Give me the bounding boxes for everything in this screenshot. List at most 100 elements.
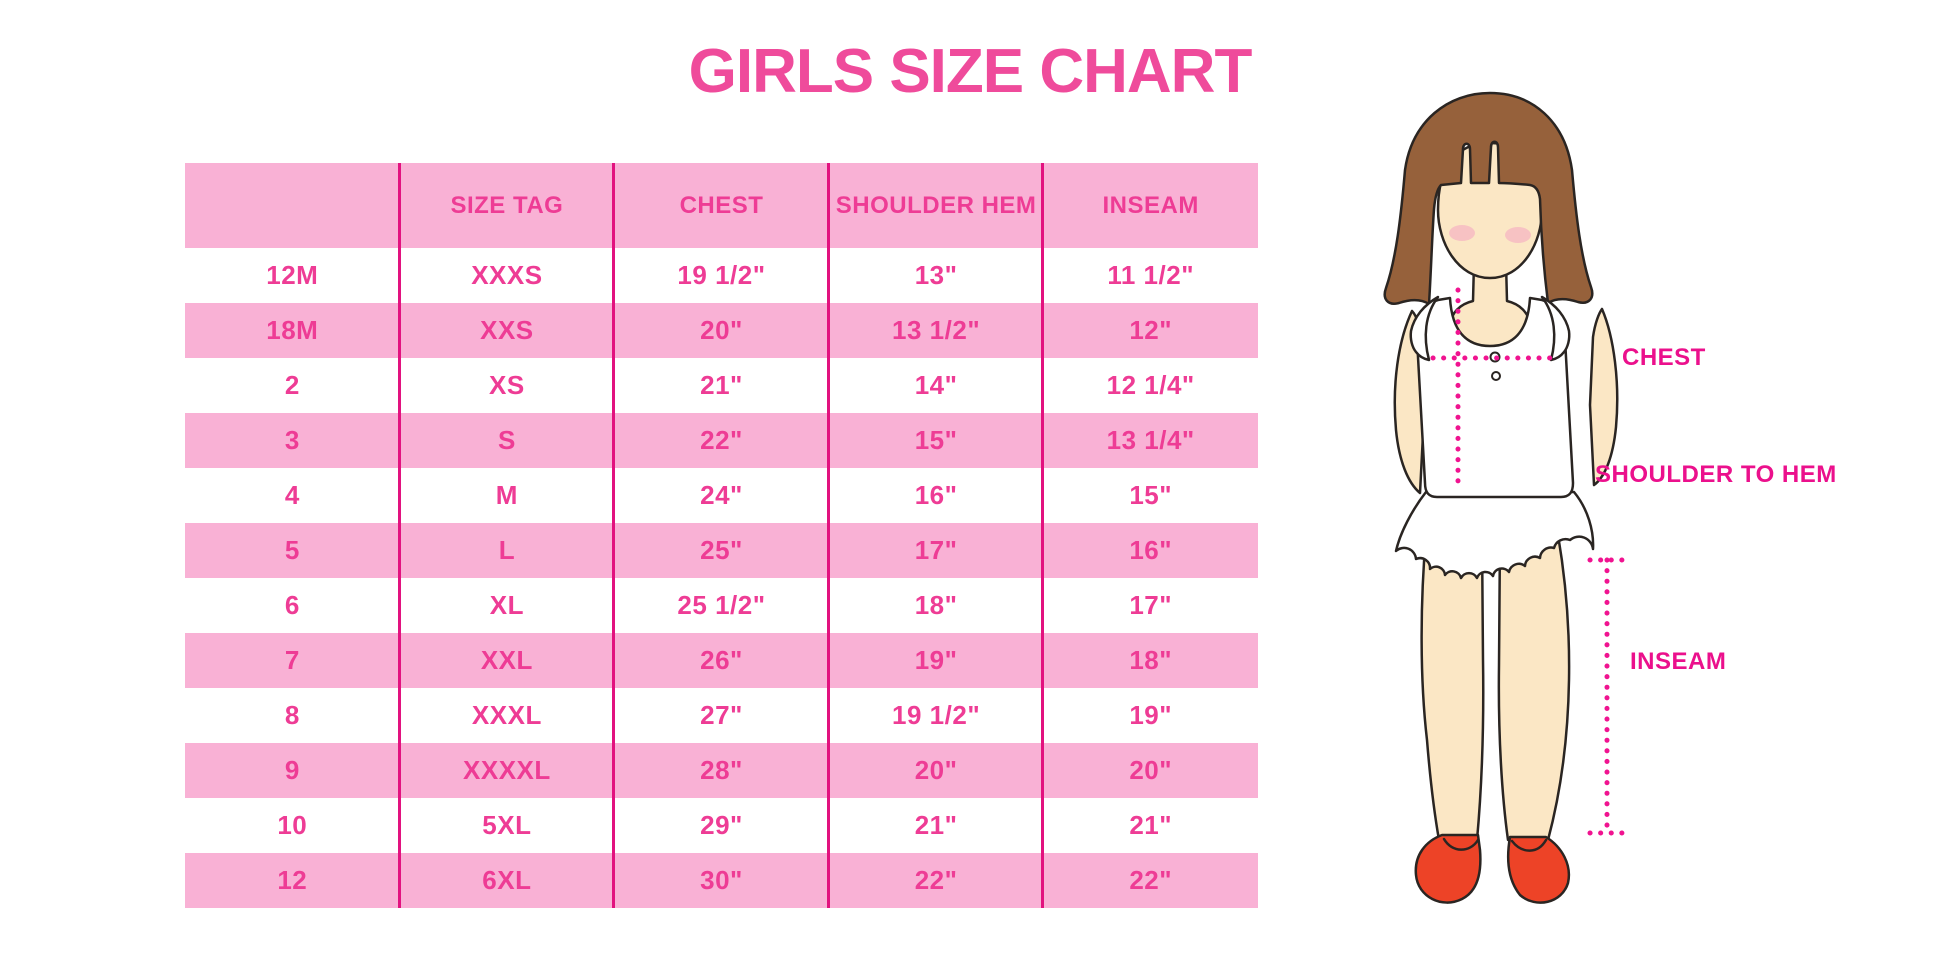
table-row: 7 XXL 26" 19" 18": [185, 633, 1258, 688]
cell-inseam: 15": [1129, 480, 1173, 510]
cell-inseam: 16": [1129, 535, 1173, 565]
table-row: 5 L 25" 17" 16": [185, 523, 1258, 578]
column-divider: [612, 163, 616, 908]
header-cell-inseam: INSEAM: [1102, 191, 1199, 219]
right-shoe-strap: [1510, 838, 1548, 852]
header-cell-blank: [185, 163, 400, 248]
left-shoe-strap: [1442, 837, 1480, 851]
cell-chest: 26": [700, 645, 743, 675]
left-shoe: [1414, 833, 1482, 904]
header-cell-chest: CHEST: [679, 191, 764, 219]
cell-chest: 20": [700, 315, 743, 345]
cell-size-tag: XXS: [480, 315, 534, 345]
cell-shoulder-hem: 19 1/2": [892, 700, 981, 730]
size-table: SIZE TAG CHEST SHOULDER HEM INSEAM 12M X…: [185, 163, 1258, 908]
cell-inseam: 17": [1129, 590, 1173, 620]
cell-shoulder-hem: 14": [914, 370, 958, 400]
cell-chest: 29": [700, 810, 743, 840]
cell-chest: 21": [700, 370, 743, 400]
left-shoulder-ruffle: [1409, 295, 1440, 362]
cell-size-tag: L: [498, 535, 516, 565]
cell-chest: 22": [700, 425, 743, 455]
table-row: 3 S 22" 15" 13 1/4": [185, 413, 1258, 468]
cell-chest: 28": [700, 755, 743, 785]
cell-size-tag: 5XL: [482, 810, 532, 840]
right-blush: [1505, 227, 1531, 243]
table-row: 9 XXXXL 28" 20" 20": [185, 743, 1258, 798]
cell-size: 5: [284, 535, 300, 565]
cell-inseam: 20": [1129, 755, 1173, 785]
table-row: 6 XL 25 1/2" 18" 17": [185, 578, 1258, 633]
column-divider: [826, 163, 830, 908]
right-shoe: [1506, 835, 1571, 904]
cell-inseam: 21": [1129, 810, 1173, 840]
left-leg: [1420, 533, 1485, 842]
cell-inseam: 11 1/2": [1107, 260, 1195, 290]
cell-size: 18M: [266, 315, 319, 345]
table-header-row: SIZE TAG CHEST SHOULDER HEM INSEAM: [185, 163, 1258, 248]
table-row: 8 XXXL 27" 19 1/2" 19": [185, 688, 1258, 743]
cell-size: 4: [284, 480, 300, 510]
table-row: 2 XS 21" 14" 12 1/4": [185, 358, 1258, 413]
right-shoulder-ruffle: [1540, 295, 1571, 362]
page-title: GIRLS SIZE CHART: [688, 37, 1253, 106]
cell-shoulder-hem: 21": [914, 810, 958, 840]
girl-illustration-svg: [1383, 91, 1627, 904]
cell-size-tag: XXXS: [471, 260, 543, 290]
cell-size-tag: M: [495, 480, 518, 510]
cell-shoulder-hem: 13": [914, 260, 958, 290]
table-row: 12 6XL 30" 22" 22": [185, 853, 1258, 908]
cell-shoulder-hem: 17": [914, 535, 958, 565]
cell-inseam: 13 1/4": [1106, 425, 1195, 455]
cell-shoulder-hem: 15": [914, 425, 958, 455]
right-leg: [1497, 533, 1571, 842]
column-divider: [1041, 163, 1045, 908]
cell-size: 7: [284, 645, 300, 675]
table-row: 18M XXS 20" 13 1/2" 12": [185, 303, 1258, 358]
cell-chest: 25": [700, 535, 743, 565]
cell-shoulder-hem: 22": [914, 865, 958, 895]
left-blush: [1449, 225, 1475, 241]
cell-chest: 27": [700, 700, 743, 730]
column-divider: [397, 163, 401, 908]
cell-inseam: 18": [1129, 645, 1173, 675]
table-row: 10 5XL 29" 21" 21": [185, 798, 1258, 853]
cell-chest: 19 1/2": [677, 260, 766, 290]
cell-size: 10: [277, 810, 308, 840]
cell-size-tag: 6XL: [482, 865, 532, 895]
cell-shoulder-hem: 18": [914, 590, 958, 620]
inseam-label: INSEAM: [1630, 648, 1727, 675]
cell-shoulder-hem: 16": [914, 480, 958, 510]
cell-size: 12M: [266, 260, 319, 290]
cell-inseam: 12": [1129, 315, 1173, 345]
skirt: [1394, 490, 1595, 580]
cell-chest: 24": [700, 480, 743, 510]
cell-shoulder-hem: 20": [914, 755, 958, 785]
cell-size: 8: [284, 700, 300, 730]
cell-shoulder-hem: 19": [914, 645, 958, 675]
cell-chest: 25 1/2": [677, 590, 766, 620]
cell-size: 6: [284, 590, 300, 620]
cell-size-tag: XS: [489, 370, 525, 400]
button-bottom: [1491, 371, 1501, 381]
cell-size: 12: [277, 865, 308, 895]
right-arm: [1588, 307, 1619, 487]
cell-size-tag: XXXXL: [463, 755, 551, 785]
cell-inseam: 19": [1129, 700, 1173, 730]
cell-size-tag: XL: [489, 590, 524, 620]
cell-size-tag: XXL: [480, 645, 533, 675]
cell-shoulder-hem: 13 1/2": [892, 315, 981, 345]
cell-size: 3: [284, 425, 300, 455]
cell-size: 9: [284, 755, 300, 785]
header-cell-size-tag: SIZE TAG: [450, 191, 564, 219]
shoulder-to-hem-label: SHOULDER TO HEM: [1595, 461, 1837, 488]
cell-size-tag: XXXL: [471, 700, 542, 730]
cell-chest: 30": [700, 865, 743, 895]
cell-inseam: 12 1/4": [1106, 370, 1195, 400]
girl-illustration: [1350, 85, 1690, 925]
cell-size-tag: S: [497, 425, 516, 455]
chest-label: CHEST: [1622, 344, 1706, 371]
table-row: 12M XXXS 19 1/2" 13" 11 1/2": [185, 248, 1258, 303]
table-row: 4 M 24" 16" 15": [185, 468, 1258, 523]
